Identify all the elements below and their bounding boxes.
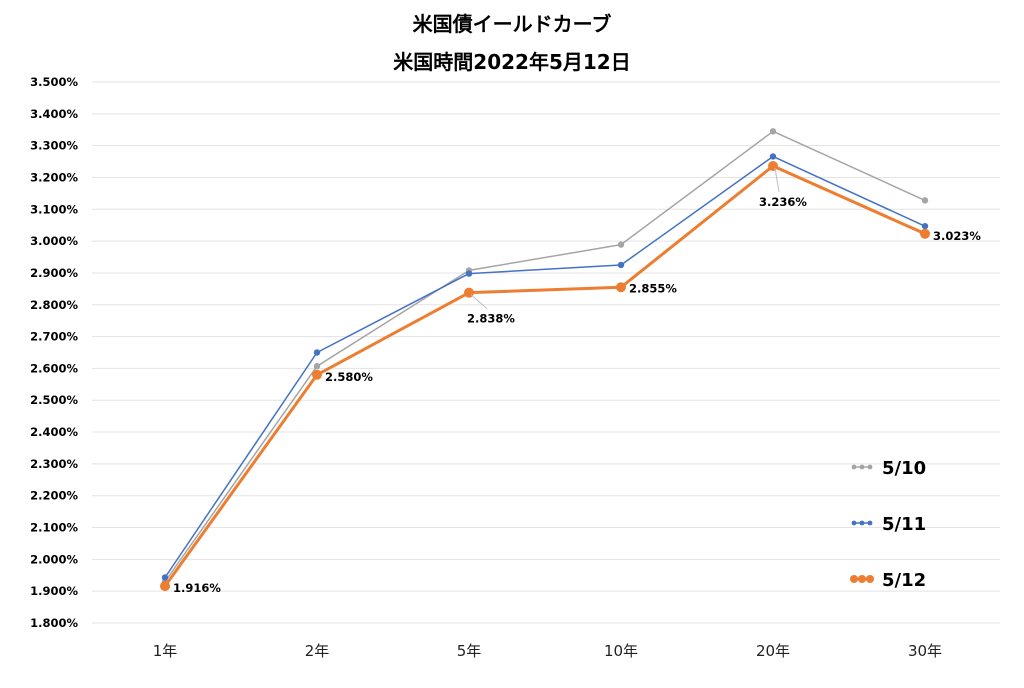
x-axis-ticks: 1年 2年 5年 10年 20年 30年 [153, 642, 942, 660]
y-tick-label: 3.000% [30, 234, 78, 248]
series-line-5-11 [164, 155, 926, 578]
data-label-leader [470, 294, 488, 310]
y-tick-label: 2.300% [30, 457, 78, 471]
data-point [768, 161, 778, 172]
y-axis-ticks: 1.800% 1.900% 2.000% 2.100% 2.200% 2.300% 2.40… [30, 75, 78, 630]
legend: 5/10 5/11 5/12 [850, 458, 926, 591]
y-tick-label: 2.900% [30, 266, 78, 280]
legend-swatch-marker [866, 575, 874, 583]
data-point [160, 581, 170, 592]
legend-swatch-marker [867, 520, 873, 526]
chart-subtitle: 米国時間2022年5月12日 [393, 50, 630, 74]
legend-swatch-marker [859, 520, 865, 526]
data-labels: 1.916% 2.580% 2.838% 2.855% 3.236% 3.023% [173, 167, 981, 595]
data-point [921, 222, 929, 230]
x-tick-label: 10年 [604, 642, 638, 660]
legend-swatch-marker [867, 464, 873, 470]
series-line-5-12 [163, 164, 926, 587]
y-tick-label: 1.800% [30, 616, 78, 630]
gridlines [92, 81, 1000, 624]
data-point [161, 574, 169, 581]
data-point [920, 228, 930, 239]
y-tick-label: 3.500% [30, 75, 78, 89]
x-tick-label: 2年 [305, 642, 330, 660]
data-point [769, 128, 777, 135]
legend-swatch-marker [858, 575, 866, 583]
y-tick-label: 1.900% [30, 584, 78, 598]
x-tick-label: 5年 [457, 642, 482, 660]
data-point [313, 349, 321, 356]
x-tick-label: 20年 [756, 642, 790, 660]
data-point [312, 369, 322, 380]
y-tick-label: 3.100% [30, 202, 78, 216]
data-point [617, 261, 625, 269]
data-point [616, 282, 626, 293]
data-label: 3.023% [933, 229, 981, 243]
data-label: 1.916% [173, 581, 221, 595]
data-point [465, 270, 473, 277]
y-tick-label: 2.500% [30, 393, 78, 407]
y-tick-label: 2.000% [30, 552, 78, 566]
y-tick-label: 2.800% [30, 298, 78, 312]
data-label: 2.580% [325, 370, 373, 384]
data-label-leader [774, 167, 780, 193]
legend-swatch-marker [859, 464, 865, 470]
legend-swatch-marker [851, 520, 857, 526]
y-tick-label: 2.100% [30, 521, 78, 535]
data-point [617, 241, 625, 248]
legend-entry-label: 5/12 [882, 570, 926, 591]
y-tick-label: 2.400% [30, 425, 78, 439]
legend-swatch-marker [851, 464, 857, 470]
y-tick-label: 3.300% [30, 139, 78, 153]
y-tick-label: 3.400% [30, 107, 78, 121]
series-line-5-10 [164, 130, 926, 583]
data-label: 3.236% [759, 195, 807, 209]
data-point [769, 153, 777, 160]
chart-title: 米国債イールドカーブ [413, 12, 612, 36]
data-point [313, 362, 321, 370]
data-label: 2.838% [467, 312, 515, 326]
series-lines [160, 128, 930, 592]
x-tick-label: 30年 [908, 642, 942, 660]
x-tick-label: 1年 [153, 642, 178, 660]
y-tick-label: 2.700% [30, 330, 78, 344]
y-tick-label: 2.600% [30, 361, 78, 375]
data-label: 2.855% [629, 281, 677, 295]
y-tick-label: 2.200% [30, 489, 78, 503]
legend-entry-label: 5/11 [882, 514, 926, 535]
legend-swatch-marker [850, 575, 858, 583]
legend-entry-label: 5/10 [882, 458, 926, 479]
y-tick-label: 3.200% [30, 170, 78, 184]
data-point [921, 197, 929, 204]
